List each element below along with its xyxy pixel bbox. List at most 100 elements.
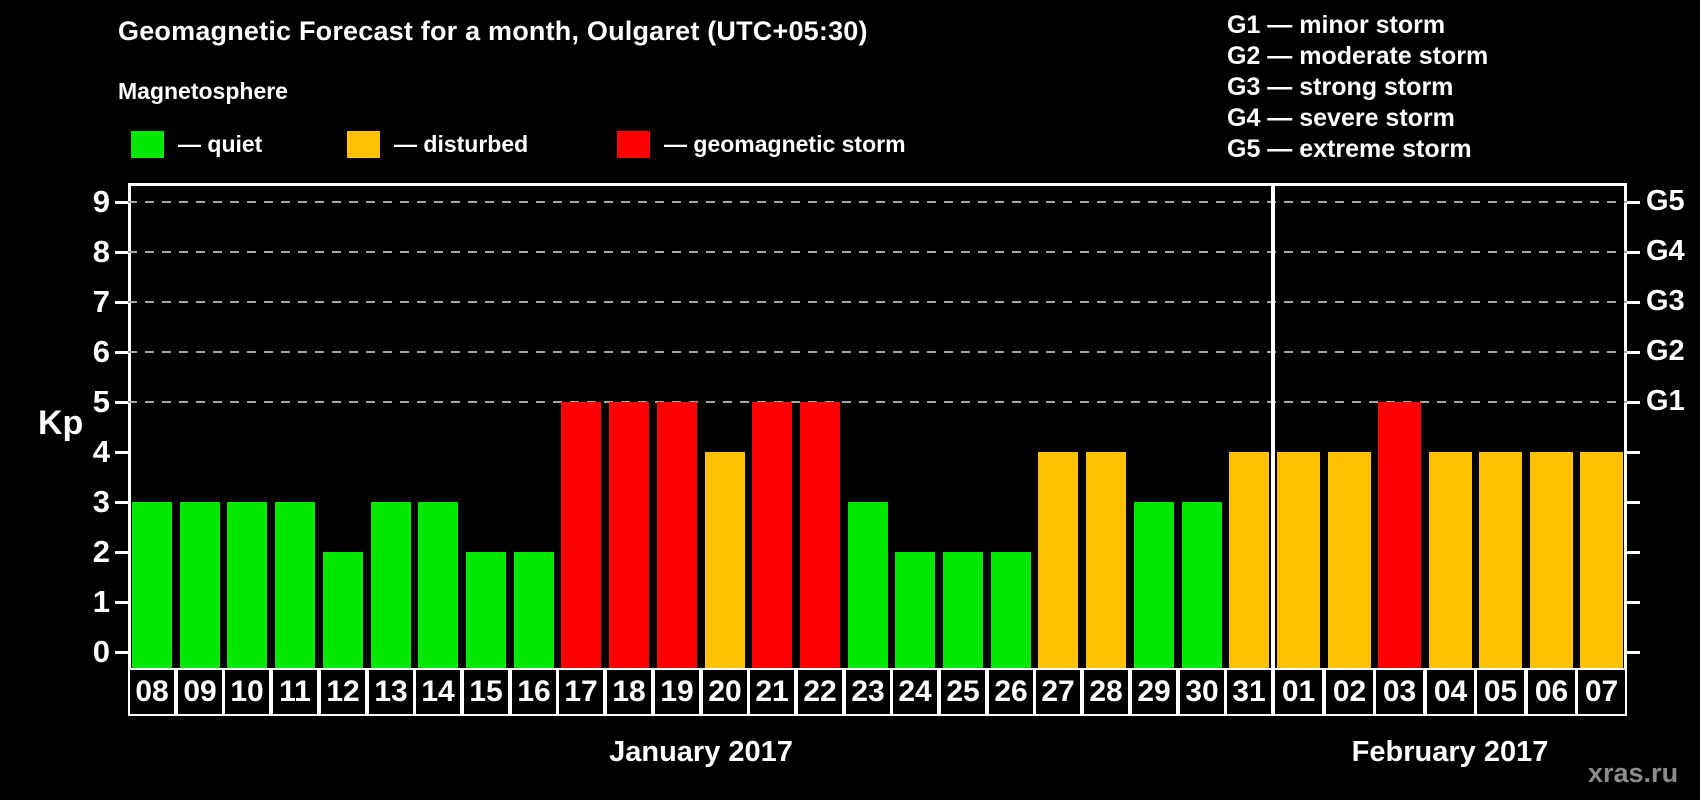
day-label-11: 11 — [271, 668, 319, 716]
y-axis-title: Kp — [38, 404, 84, 442]
legend-item-disturbed: — disturbed — [347, 128, 528, 160]
kp-bar-16 — [514, 552, 554, 668]
storm-color-swatch — [617, 130, 650, 158]
kp-bar-01 — [1277, 452, 1320, 668]
g-legend-line-5: G5 — extreme storm — [1227, 135, 1472, 163]
g-legend-line-4: G4 — severe storm — [1227, 104, 1455, 132]
kp-bar-06 — [1530, 452, 1573, 668]
day-label-05: 05 — [1475, 668, 1526, 716]
kp-bar-04 — [1429, 452, 1472, 668]
y-tick-left-4 — [115, 451, 128, 454]
kp-bar-05 — [1479, 452, 1522, 668]
g-level-label-g3: G3 — [1646, 285, 1685, 317]
kp-bar-07 — [1580, 452, 1623, 668]
kp-bar-17 — [561, 402, 601, 668]
day-label-21: 21 — [748, 668, 796, 716]
day-label-19: 19 — [653, 668, 701, 716]
legend-label-disturbed: — disturbed — [394, 130, 529, 157]
y-tick-left-7 — [115, 301, 128, 304]
kp-bar-02 — [1328, 452, 1371, 668]
day-label-16: 16 — [510, 668, 558, 716]
kp-bar-21 — [752, 402, 792, 668]
day-label-12: 12 — [319, 668, 367, 716]
month-separator-line — [1271, 183, 1275, 668]
day-label-23: 23 — [844, 668, 892, 716]
magnetosphere-subtitle: Magnetosphere — [118, 78, 288, 104]
y-tick-label-2: 2 — [92, 534, 110, 569]
kp-bar-23 — [848, 502, 888, 668]
y-tick-right-0 — [1627, 651, 1640, 654]
y-tick-label-1: 1 — [92, 584, 110, 619]
y-tick-label-9: 9 — [92, 184, 110, 219]
y-tick-left-5 — [115, 401, 128, 404]
y-tick-label-4: 4 — [92, 434, 110, 469]
y-tick-right-6 — [1627, 351, 1640, 354]
kp-bar-08 — [132, 502, 172, 668]
kp-bar-20 — [705, 452, 745, 668]
day-label-03: 03 — [1374, 668, 1425, 716]
y-tick-left-8 — [115, 251, 128, 254]
y-tick-left-1 — [115, 601, 128, 604]
kp-bar-24 — [895, 552, 935, 668]
day-label-14: 14 — [414, 668, 462, 716]
kp-bar-03 — [1378, 402, 1421, 668]
disturbed-color-swatch — [347, 130, 380, 158]
y-tick-label-3: 3 — [92, 484, 110, 519]
legend-label-quiet: — quiet — [178, 130, 263, 157]
kp-bar-30 — [1182, 502, 1222, 668]
day-label-22: 22 — [796, 668, 844, 716]
gridline-kp6 — [128, 351, 1627, 353]
kp-bar-26 — [991, 552, 1031, 668]
day-label-25: 25 — [939, 668, 987, 716]
month-label-0: January 2017 — [609, 736, 793, 768]
day-label-31: 31 — [1225, 668, 1273, 716]
day-label-01: 01 — [1273, 668, 1324, 716]
kp-bar-28 — [1086, 452, 1126, 668]
legend-item-storm: — geomagnetic storm — [617, 128, 906, 160]
y-tick-left-2 — [115, 551, 128, 554]
watermark: xras.ru — [1588, 758, 1679, 788]
y-tick-right-7 — [1627, 301, 1640, 304]
day-label-15: 15 — [462, 668, 510, 716]
kp-bar-13 — [371, 502, 411, 668]
kp-bar-09 — [180, 502, 220, 668]
y-tick-left-6 — [115, 351, 128, 354]
y-tick-right-1 — [1627, 601, 1640, 604]
legend-label-storm: — geomagnetic storm — [664, 130, 906, 157]
g-level-label-g1: G1 — [1646, 385, 1685, 417]
kp-bar-25 — [943, 552, 983, 668]
day-label-07: 07 — [1576, 668, 1627, 716]
legend-item-quiet: — quiet — [131, 128, 262, 160]
kp-bar-12 — [323, 552, 363, 668]
y-tick-right-2 — [1627, 551, 1640, 554]
day-label-02: 02 — [1324, 668, 1375, 716]
y-tick-left-9 — [115, 201, 128, 204]
y-tick-left-0 — [115, 651, 128, 654]
day-label-27: 27 — [1034, 668, 1082, 716]
y-tick-right-4 — [1627, 451, 1640, 454]
day-label-20: 20 — [701, 668, 749, 716]
g-legend-line-2: G2 — moderate storm — [1227, 42, 1489, 70]
gridline-kp8 — [128, 251, 1627, 253]
y-tick-label-7: 7 — [92, 284, 110, 319]
g-level-label-g4: G4 — [1646, 235, 1685, 267]
chart-title: Geomagnetic Forecast for a month, Oulgar… — [118, 16, 868, 46]
day-label-09: 09 — [176, 668, 224, 716]
gridline-kp7 — [128, 301, 1627, 303]
y-tick-label-8: 8 — [92, 234, 110, 269]
kp-bar-10 — [227, 502, 267, 668]
day-label-04: 04 — [1425, 668, 1476, 716]
day-label-26: 26 — [987, 668, 1035, 716]
y-tick-label-0: 0 — [92, 634, 110, 669]
kp-bar-11 — [275, 502, 315, 668]
kp-bar-27 — [1038, 452, 1078, 668]
day-label-10: 10 — [223, 668, 271, 716]
day-label-18: 18 — [605, 668, 653, 716]
day-label-24: 24 — [891, 668, 939, 716]
kp-bar-15 — [466, 552, 506, 668]
quiet-color-swatch — [131, 130, 164, 158]
day-label-08: 08 — [128, 668, 176, 716]
kp-bar-18 — [609, 402, 649, 668]
y-tick-label-5: 5 — [92, 384, 110, 419]
gridline-kp9 — [128, 201, 1627, 203]
